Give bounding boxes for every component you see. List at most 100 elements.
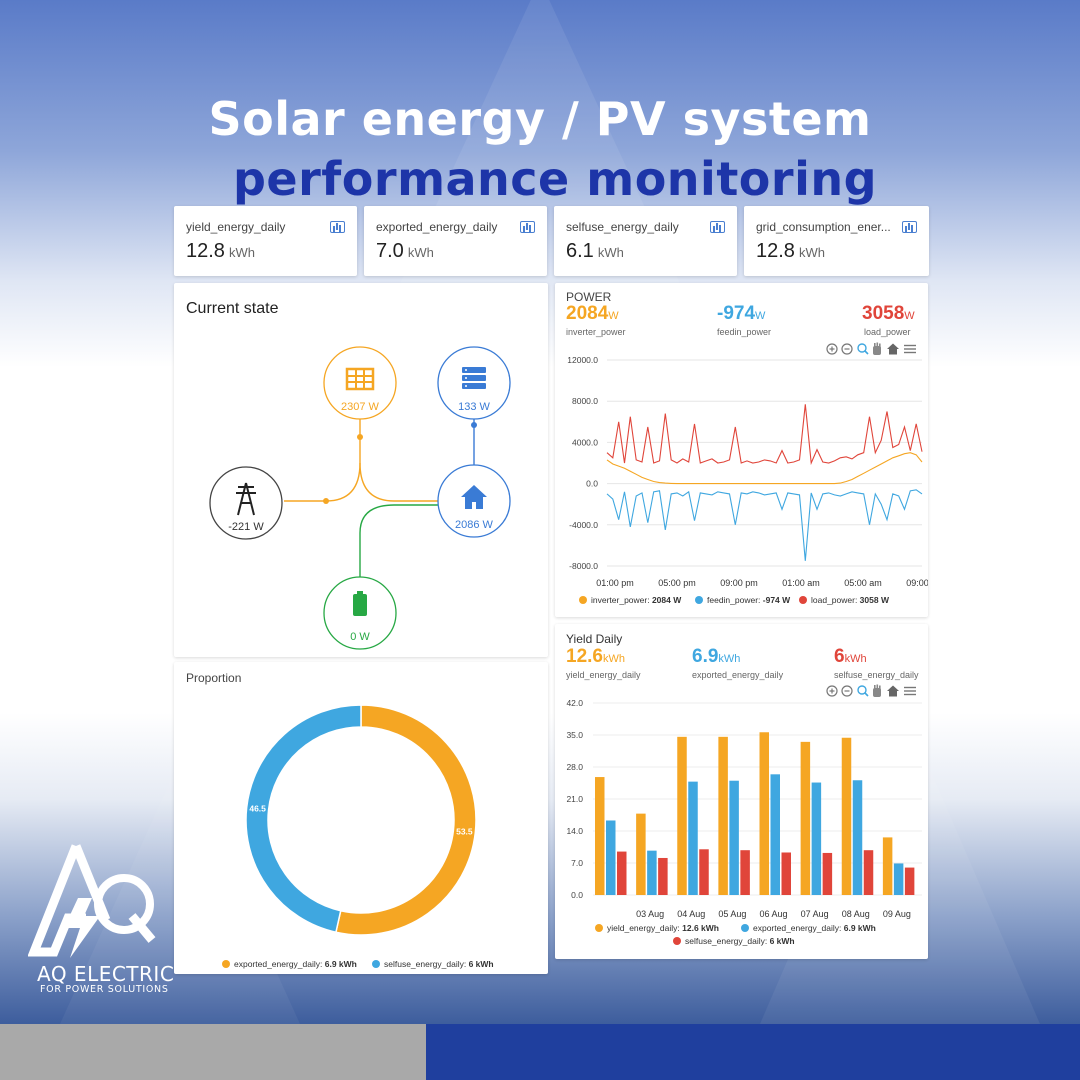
feedin-power-value: -974W: [717, 303, 765, 325]
bar-yield_energy_daily: [759, 732, 769, 895]
load-power-label: load_power: [864, 327, 911, 337]
chart-toggle-icon[interactable]: [710, 221, 725, 233]
x-tick-label: 09 Aug: [883, 909, 911, 919]
yield-bar-chart: 42.0 35.0 28.0 21.0 14.0 7.0 0.0 03 Aug 04 Aug 05…: [566, 698, 922, 946]
bar-yield_energy_daily: [595, 777, 605, 895]
stat-value-row: 12.8 kWh: [186, 240, 347, 263]
legend-entry: inverter_power: 2084 W: [591, 595, 682, 605]
stat-value: 6.1: [566, 240, 594, 262]
zoom-out-icon[interactable]: [841, 343, 853, 355]
magnifier-icon[interactable]: [857, 685, 869, 697]
bar-selfuse_energy_daily: [904, 867, 915, 895]
yield-daily-card: [555, 624, 928, 959]
brand-name: AQ ELECTRIC: [37, 962, 175, 986]
x-tick-label: 03 Aug: [636, 909, 664, 919]
home-node[interactable]: 2086 W: [437, 464, 511, 538]
y-tick-label: -8000.0: [569, 561, 598, 571]
load-power-number: 3058: [862, 303, 905, 324]
y-tick-label: 8000.0: [572, 396, 598, 406]
feedin-power-label: feedin_power: [717, 327, 772, 337]
pan-hand-icon[interactable]: [873, 342, 881, 356]
selfuse-energy-number: 6: [834, 646, 845, 667]
grid-node[interactable]: -221 W: [209, 466, 283, 540]
donut-slice-exported_energy_daily: [335, 704, 477, 936]
exported-energy-label: exported_energy_daily: [692, 670, 784, 680]
zoom-in-icon[interactable]: [826, 685, 838, 697]
legend-entry: yield_energy_daily: 12.6 kWh: [607, 923, 719, 933]
chart-toggle-icon[interactable]: [520, 221, 535, 233]
battery-node[interactable]: 0 W: [323, 576, 397, 650]
zoom-in-icon[interactable]: [826, 343, 838, 355]
power-title: POWER: [566, 290, 612, 304]
exported-energy-unit: kWh: [718, 653, 741, 665]
yield-energy-unit: kWh: [602, 653, 625, 665]
battery-icon: [353, 591, 367, 616]
stat-unit: kWh: [798, 245, 825, 260]
grid-value: -221 W: [228, 521, 264, 533]
reset-home-icon[interactable]: [887, 685, 899, 697]
bar-exported_energy_daily: [647, 850, 657, 895]
stat-name: grid_consumption_ener...: [756, 220, 891, 234]
energy-flow-diagram: 2307 W 133 W -221 W 2086 W: [209, 346, 511, 650]
server-icon: [462, 367, 486, 389]
legend-swatch: [673, 937, 681, 945]
bar-selfuse_energy_daily: [781, 852, 791, 895]
power-chart-toolbar: [826, 342, 916, 356]
feedin-power-unit: W: [755, 310, 766, 322]
proportion-title: Proportion: [186, 671, 242, 685]
y-tick-label: -4000.0: [569, 520, 598, 530]
legend-entry: feedin_power: -974 W: [707, 595, 791, 605]
menu-icon[interactable]: [904, 686, 916, 696]
feedin-power-number: -974: [717, 303, 756, 324]
aq-electric-logo: [28, 844, 156, 958]
bar-exported_energy_daily: [729, 780, 739, 895]
flow-solar-home: [359, 462, 438, 502]
stat-unit: kWh: [407, 245, 434, 260]
x-tick-label: 09:00 pm: [720, 578, 758, 588]
server-node[interactable]: 133 W: [437, 346, 511, 420]
chart-toggle-icon[interactable]: [902, 221, 917, 233]
bar-exported_energy_daily: [688, 781, 698, 895]
x-tick-label: 01:00 am: [782, 578, 820, 588]
legend-swatch: [579, 596, 587, 604]
stat-card-grid-consumption[interactable]: grid_consumption_ener... 12.8 kWh: [744, 206, 929, 276]
bar-yield_energy_daily: [636, 813, 646, 895]
magnifier-icon[interactable]: [857, 343, 869, 355]
hero-title: Solar energy / PV system performance mon…: [0, 88, 1080, 208]
load-power-unit: W: [904, 310, 915, 322]
reset-home-icon[interactable]: [887, 343, 899, 355]
x-tick-label: 05:00 am: [844, 578, 882, 588]
chart-toggle-icon[interactable]: [330, 221, 345, 233]
current-state-title: Current state: [186, 300, 279, 317]
series-line-feedin_power: [606, 489, 923, 561]
bar-selfuse_energy_daily: [658, 857, 668, 895]
hero-line-1: Solar energy / PV system: [208, 92, 872, 146]
stat-name: exported_energy_daily: [376, 220, 498, 234]
selfuse-energy-unit: kWh: [844, 653, 867, 665]
solar-node[interactable]: 2307 W: [323, 346, 397, 420]
y-tick-label: 21.0: [566, 794, 583, 804]
bar-yield_energy_daily: [718, 736, 728, 895]
x-tick-label: 07 Aug: [801, 909, 829, 919]
solar-value: 2307 W: [341, 401, 380, 413]
home-icon: [461, 485, 487, 509]
legend-entry: exported_energy_daily: 6.9 kWh: [234, 959, 357, 969]
stat-card-yield[interactable]: yield_energy_daily 12.8 kWh: [174, 206, 357, 276]
legend-swatch: [741, 924, 749, 932]
stat-card-selfuse[interactable]: selfuse_energy_daily 6.1 kWh: [554, 206, 737, 276]
legend-entry: selfuse_energy_daily: 6 kWh: [384, 959, 494, 969]
stat-value-row: 7.0 kWh: [376, 240, 537, 263]
legend-swatch: [799, 596, 807, 604]
inverter-power-value: 2084W: [566, 303, 619, 325]
stat-card-exported[interactable]: exported_energy_daily 7.0 kWh: [364, 206, 547, 276]
bar-yield_energy_daily: [841, 737, 852, 895]
zoom-out-icon[interactable]: [841, 685, 853, 697]
menu-icon[interactable]: [904, 344, 916, 354]
slice-label: 46.5: [249, 804, 266, 814]
pan-hand-icon[interactable]: [873, 684, 881, 698]
yield-energy-value: 12.6kWh: [566, 646, 625, 668]
bar-selfuse_energy_daily: [617, 851, 627, 895]
inverter-power-unit: W: [608, 310, 619, 322]
legend-entry: load_power: 3058 W: [811, 595, 890, 605]
donut-slice-selfuse_energy_daily: [245, 704, 362, 934]
